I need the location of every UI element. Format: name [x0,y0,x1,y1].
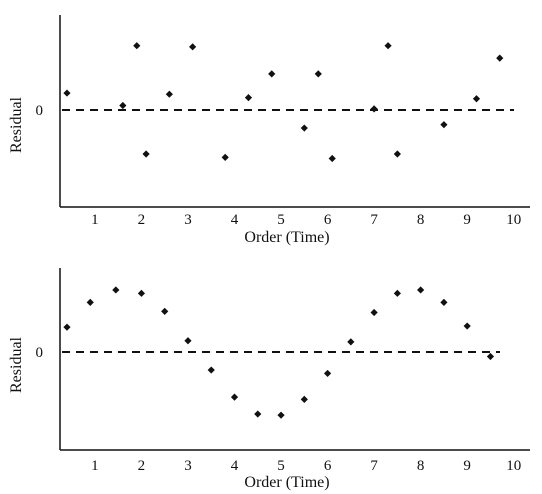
x-tick-labels: 1 2 3 4 5 6 7 8 9 10 [91,458,521,474]
data-point [300,124,308,132]
data-point [165,90,173,98]
residual-chart-top: 0 Residual Order (Time) 1 2 3 4 5 6 7 8 9 10 [8,15,530,246]
data-point [63,323,71,331]
data-point [496,54,504,62]
data-point [63,89,71,97]
data-point [137,289,146,297]
x-tick-label: 5 [277,212,285,228]
data-point [230,393,239,401]
x-tick-label: 6 [324,212,332,228]
x-tick-label: 2 [138,212,146,228]
data-point [244,93,253,102]
x-tick-label: 10 [506,212,521,228]
data-point [314,70,322,78]
data-point [370,105,378,113]
zero-tick-label: 0 [36,345,44,361]
x-tick-label: 2 [138,458,146,474]
x-tick-label: 4 [231,458,239,474]
data-point [161,307,169,315]
data-point [277,411,285,419]
data-points [63,42,504,163]
x-tick-label: 1 [91,212,99,228]
zero-tick-label: 0 [36,103,44,119]
data-point [221,153,229,161]
data-point [133,42,141,50]
data-point [393,289,401,297]
data-point [347,338,355,346]
x-tick-labels: 1 2 3 4 5 6 7 8 9 10 [91,212,521,228]
data-point [370,308,378,317]
data-point [254,410,262,418]
data-point [142,150,150,158]
data-point [440,298,448,306]
data-point [207,366,215,374]
x-tick-label: 6 [324,458,332,474]
x-tick-label: 3 [184,212,192,228]
y-axis-label: Residual [8,336,25,393]
data-point [300,395,308,403]
residual-chart-bottom: 0 Residual Order (Time) 1 2 3 4 5 6 7 8 9 10 [8,268,530,491]
data-point [268,70,276,78]
x-axis-label: Order (Time) [244,229,329,246]
y-axis-label: Residual [8,96,25,153]
data-point [323,369,332,378]
x-tick-label: 3 [184,458,192,474]
x-axis-label: Order (Time) [244,474,329,491]
data-point [184,337,192,345]
x-tick-label: 7 [370,458,378,474]
x-tick-label: 8 [417,212,425,228]
data-point [472,95,481,103]
data-point [328,154,336,163]
data-point [112,286,120,294]
x-tick-label: 10 [506,458,521,474]
data-point [393,150,401,158]
x-tick-label: 8 [417,458,425,474]
x-tick-label: 5 [277,458,285,474]
x-tick-label: 4 [231,212,239,228]
data-point [463,322,471,330]
x-tick-label: 1 [91,458,99,474]
data-point [86,298,94,306]
x-tick-label: 9 [463,212,471,228]
x-tick-label: 7 [370,212,378,228]
data-point [119,101,127,110]
data-point [189,43,197,51]
data-point [417,286,425,294]
data-point [486,352,495,361]
data-point [440,121,448,129]
data-point [384,42,392,50]
data-points [63,286,495,419]
x-tick-label: 9 [463,458,471,474]
